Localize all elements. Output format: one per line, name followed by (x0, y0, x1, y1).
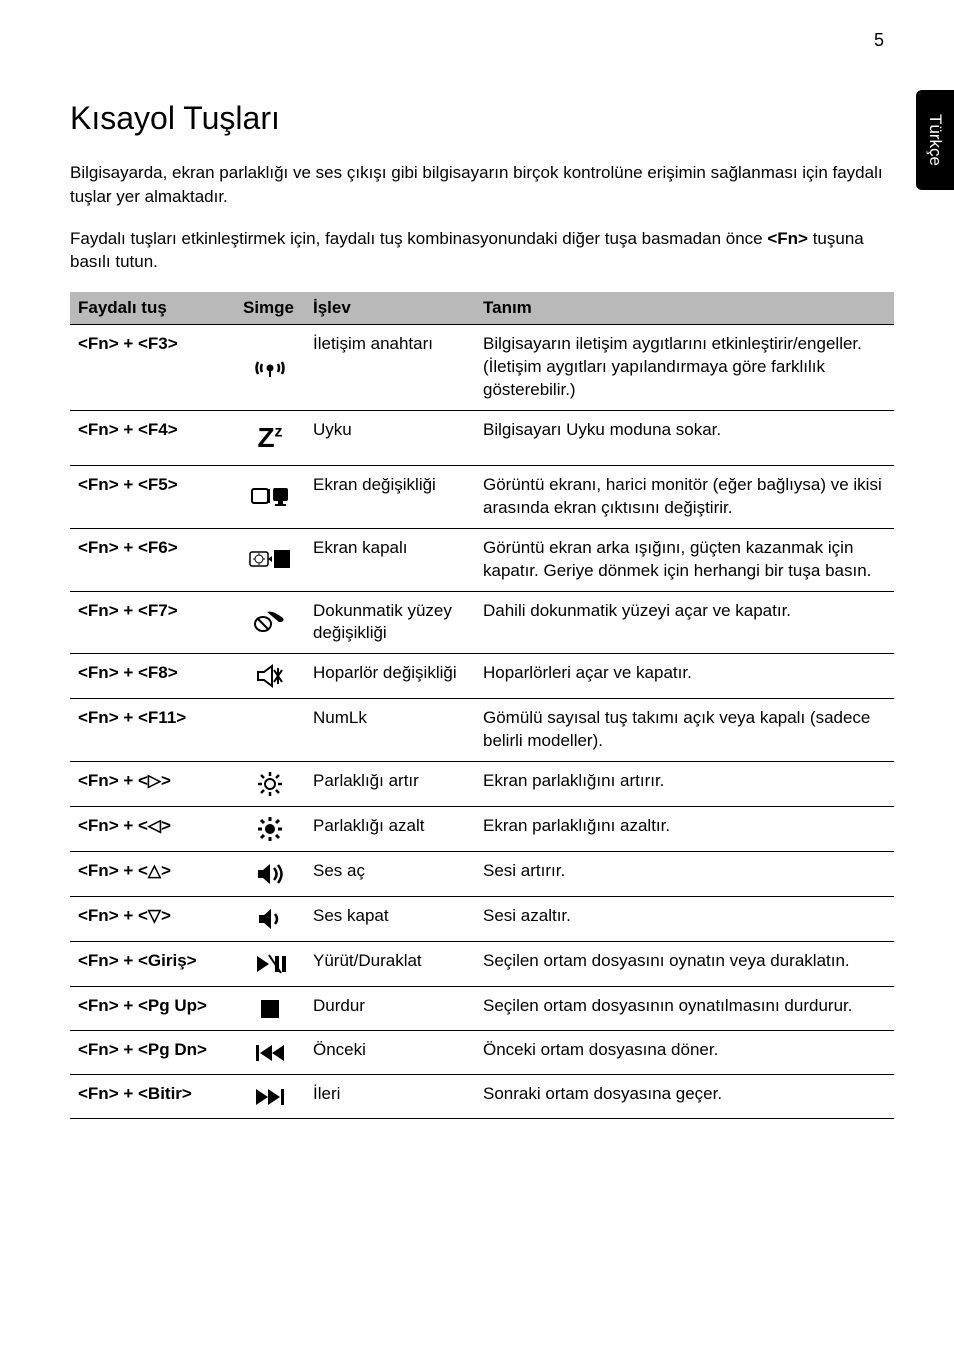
icon-cell (235, 465, 305, 528)
func-cell: NumLk (305, 699, 475, 762)
func-cell: Ses kapat (305, 897, 475, 942)
table-row: <Fn> + <Bitir> İleri Sonraki ortam dosya… (70, 1075, 894, 1119)
func-cell: Ses aç (305, 852, 475, 897)
icon-cell (235, 325, 305, 411)
icon-cell (235, 528, 305, 591)
desc-cell: Sonraki ortam dosyasına geçer. (475, 1075, 894, 1119)
page-number: 5 (874, 30, 884, 51)
func-cell: Durdur (305, 987, 475, 1031)
hotkey-cell: <Fn> + <Pg Dn> (70, 1031, 235, 1075)
intro-block: Bilgisayarda, ekran parlaklığı ve ses çı… (70, 161, 894, 274)
intro-p2a: Faydalı tuşları etkinleştirmek için, fay… (70, 229, 767, 248)
hotkey-cell: <Fn> + <F6> (70, 528, 235, 591)
func-cell: Yürüt/Duraklat (305, 942, 475, 987)
desc-cell: Bilgisayarı Uyku moduna sokar. (475, 411, 894, 466)
col-func: İşlev (305, 292, 475, 325)
page-title: Kısayol Tuşları (70, 100, 894, 137)
table-row: <Fn> + <Pg Dn> Önceki Önceki ortam dosya… (70, 1031, 894, 1075)
table-row: <Fn> + <F3> İletişim anahtarı Bilgisayar… (70, 325, 894, 411)
table-row: <Fn> + <F5> Ekran değişikliği Görüntü ek… (70, 465, 894, 528)
desc-cell: Bilgisayarın iletişim aygıtlarını etkinl… (475, 325, 894, 411)
icon-cell (235, 987, 305, 1031)
hotkey-cell: <Fn> + <F8> (70, 654, 235, 699)
func-cell: Dokunmatik yüzey değişikliği (305, 591, 475, 654)
hotkey-cell: <Fn> + <◁> (70, 807, 235, 852)
func-cell: Uyku (305, 411, 475, 466)
desc-cell: Sesi artırır. (475, 852, 894, 897)
icon-cell (235, 762, 305, 807)
func-cell: Hoparlör değişikliği (305, 654, 475, 699)
col-icon: Simge (235, 292, 305, 325)
icon-cell (235, 591, 305, 654)
intro-p2: Faydalı tuşları etkinleştirmek için, fay… (70, 227, 894, 275)
desc-cell: Gömülü sayısal tuş takımı açık veya kapa… (475, 699, 894, 762)
icon-cell (235, 807, 305, 852)
desc-cell: Seçilen ortam dosyasının oynatılmasını d… (475, 987, 894, 1031)
table-row: <Fn> + <F6> Ekran kapalı Görüntü ekran a… (70, 528, 894, 591)
desc-cell: Görüntü ekranı, harici monitör (eğer bağ… (475, 465, 894, 528)
hotkey-cell: <Fn> + <▷> (70, 762, 235, 807)
table-row: <Fn> + <◁> Parlaklığı azalt Ekran parlak… (70, 807, 894, 852)
func-cell: Parlaklığı artır (305, 762, 475, 807)
hotkey-cell: <Fn> + <F7> (70, 591, 235, 654)
table-body: <Fn> + <F3> İletişim anahtarı Bilgisayar… (70, 325, 894, 1119)
table-row: <Fn> + <Giriş> Yürüt/Duraklat Seçilen or… (70, 942, 894, 987)
icon-cell (235, 1031, 305, 1075)
func-cell: İleri (305, 1075, 475, 1119)
table-row: <Fn> + <F7> Dokunmatik yüzey değişikliği… (70, 591, 894, 654)
icon-cell (235, 942, 305, 987)
table-row: <Fn> + <Pg Up> Durdur Seçilen ortam dosy… (70, 987, 894, 1031)
hotkey-table: Faydalı tuş Simge İşlev Tanım <Fn> + <F3… (70, 292, 894, 1119)
icon-cell (235, 699, 305, 762)
desc-cell: Ekran parlaklığını artırır. (475, 762, 894, 807)
desc-cell: Seçilen ortam dosyasını oynatın veya dur… (475, 942, 894, 987)
table-row: <Fn> + <F11> NumLk Gömülü sayısal tuş ta… (70, 699, 894, 762)
func-cell: Ekran değişikliği (305, 465, 475, 528)
func-cell: Önceki (305, 1031, 475, 1075)
icon-cell (235, 897, 305, 942)
hotkey-cell: <Fn> + <▽> (70, 897, 235, 942)
hotkey-cell: <Fn> + <F11> (70, 699, 235, 762)
table-row: <Fn> + <▽> Ses kapat Sesi azaltır. (70, 897, 894, 942)
table-row: <Fn> + <F8> Hoparlör değişikliği Hoparlö… (70, 654, 894, 699)
table-row: <Fn> + <F4> Zz Uyku Bilgisayarı Uyku mod… (70, 411, 894, 466)
lang-tab: Türkçe (916, 90, 954, 190)
hotkey-cell: <Fn> + <Giriş> (70, 942, 235, 987)
desc-cell: Sesi azaltır. (475, 897, 894, 942)
table-row: <Fn> + <△> Ses aç Sesi artırır. (70, 852, 894, 897)
hotkey-cell: <Fn> + <Pg Up> (70, 987, 235, 1031)
hotkey-cell: <Fn> + <F5> (70, 465, 235, 528)
table-header-row: Faydalı tuş Simge İşlev Tanım (70, 292, 894, 325)
icon-cell (235, 852, 305, 897)
hotkey-cell: <Fn> + <F4> (70, 411, 235, 466)
table-row: <Fn> + <▷> Parlaklığı artır Ekran parlak… (70, 762, 894, 807)
col-desc: Tanım (475, 292, 894, 325)
hotkey-cell: <Fn> + <F3> (70, 325, 235, 411)
icon-cell: Zz (235, 411, 305, 466)
func-cell: Ekran kapalı (305, 528, 475, 591)
intro-fn-key: <Fn> (767, 229, 808, 248)
desc-cell: Önceki ortam dosyasına döner. (475, 1031, 894, 1075)
hotkey-cell: <Fn> + <Bitir> (70, 1075, 235, 1119)
func-cell: İletişim anahtarı (305, 325, 475, 411)
desc-cell: Görüntü ekran arka ışığını, güçten kazan… (475, 528, 894, 591)
col-hotkey: Faydalı tuş (70, 292, 235, 325)
icon-cell (235, 1075, 305, 1119)
func-cell: Parlaklığı azalt (305, 807, 475, 852)
desc-cell: Ekran parlaklığını azaltır. (475, 807, 894, 852)
desc-cell: Hoparlörleri açar ve kapatır. (475, 654, 894, 699)
intro-p1: Bilgisayarda, ekran parlaklığı ve ses çı… (70, 161, 894, 209)
icon-cell (235, 654, 305, 699)
hotkey-cell: <Fn> + <△> (70, 852, 235, 897)
desc-cell: Dahili dokunmatik yüzeyi açar ve kapatır… (475, 591, 894, 654)
